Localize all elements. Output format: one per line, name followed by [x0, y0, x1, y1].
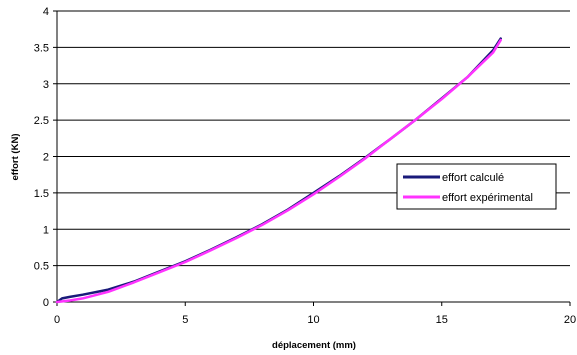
y-axis-title: effort (KN) [10, 134, 21, 181]
series-layer [55, 37, 502, 304]
x-tick-label: 15 [436, 314, 448, 326]
series-line-effort-experimental [55, 38, 502, 304]
y-tick-label: 2.5 [34, 115, 49, 127]
y-tick-label: 1 [43, 224, 49, 236]
y-tick-label: 0 [43, 297, 49, 309]
x-tick-label: 5 [182, 314, 188, 326]
y-tick-label: 0.5 [34, 261, 49, 273]
legend: effort calculé effort expérimental [396, 163, 557, 210]
y-tick-label: 1.5 [34, 188, 49, 200]
y-tick-label: 3.5 [34, 42, 49, 54]
x-axis-title: déplacement (mm) [272, 340, 356, 351]
x-tick-label: 20 [564, 314, 576, 326]
axes [53, 10, 571, 306]
x-tick-label: 10 [307, 314, 319, 326]
legend-label-effort-calcule: effort calculé [442, 172, 504, 184]
y-tick-label: 4 [43, 6, 49, 18]
y-tick-labels: 0 0.5 1 1.5 2 2.5 3 3.5 4 [34, 6, 49, 309]
legend-box [396, 163, 557, 210]
y-tick-label: 3 [43, 79, 49, 91]
x-tick-label: 0 [54, 314, 60, 326]
x-tick-labels: 0 5 10 15 20 [54, 314, 576, 326]
y-tick-label: 2 [43, 152, 49, 164]
legend-label-effort-experimental: effort expérimental [442, 192, 533, 204]
